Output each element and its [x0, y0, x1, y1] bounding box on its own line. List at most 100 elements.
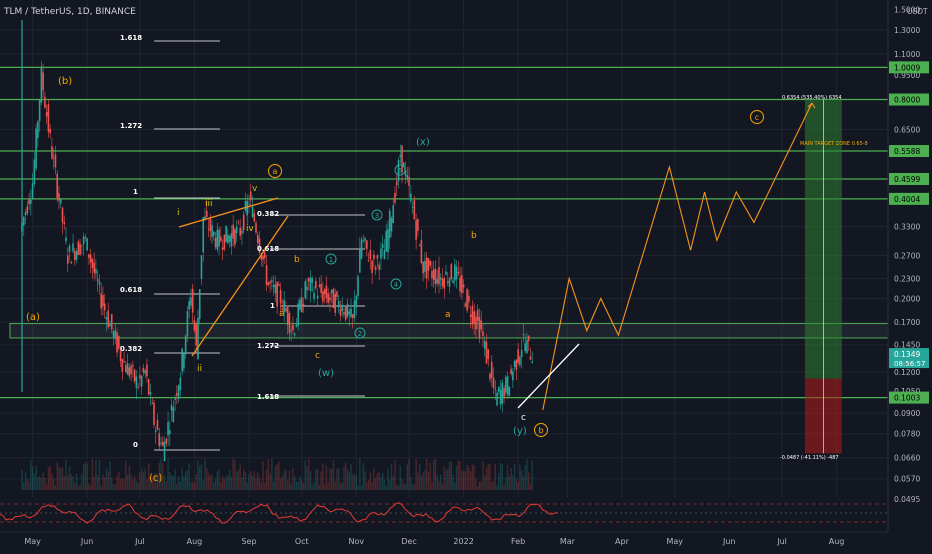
volume-bar [401, 478, 403, 490]
volume-bar [47, 467, 50, 490]
volume-bar [403, 483, 405, 490]
candle-body [59, 199, 62, 204]
volume-layer [21, 458, 533, 490]
stop-measure-label: -0.0487 (-41.11%) -487 [780, 455, 839, 461]
volume-bar [302, 482, 305, 490]
wave-label-i: i [177, 208, 180, 218]
volume-bar [232, 458, 234, 490]
volume-bar [455, 465, 458, 490]
candle-body [473, 311, 475, 324]
volume-bar [484, 475, 486, 490]
candle-body [77, 241, 80, 255]
candle-body [307, 278, 310, 282]
volume-bar [360, 485, 363, 490]
candle-body [88, 254, 90, 258]
candle-body [144, 370, 146, 374]
candle-body [450, 264, 453, 279]
candle-body [527, 335, 530, 341]
volume-bar [276, 464, 278, 490]
candle-body [476, 309, 479, 321]
candle-body [52, 157, 55, 159]
oscillator-pane [0, 497, 888, 530]
volume-bar [53, 478, 55, 490]
candle-body [422, 261, 424, 274]
volume-bar [475, 478, 477, 490]
fib-label: 0.618 [120, 286, 142, 294]
volume-bar [44, 477, 46, 490]
volume-bar [56, 462, 58, 490]
candle-body [292, 324, 294, 331]
volume-bar [294, 476, 296, 490]
volume-bar [163, 475, 166, 490]
candle-body [58, 193, 60, 201]
volume-bar [339, 482, 342, 490]
volume-bar [21, 469, 23, 490]
candle-body [269, 281, 271, 284]
candle-body [364, 238, 366, 241]
volume-bar [118, 471, 120, 490]
candle-body [316, 295, 319, 299]
candle-body [225, 225, 227, 243]
volume-bar [499, 462, 502, 490]
volume-bar [93, 476, 95, 490]
wave-label-5: 5 [398, 167, 402, 175]
volume-bar [364, 471, 366, 490]
wave-circle-b [534, 423, 548, 437]
volume-bar [311, 485, 314, 490]
current-price-tag [889, 348, 929, 369]
volume-bar [376, 473, 379, 490]
volume-bar [121, 478, 124, 490]
candle-body [497, 387, 500, 392]
volume-bar [422, 472, 424, 490]
candle-body [323, 289, 326, 295]
candle-body [160, 443, 162, 445]
volume-bar [505, 477, 507, 490]
volume-bar [345, 462, 347, 490]
candle-body [260, 253, 263, 260]
candle-body [424, 260, 426, 272]
volume-bar [482, 461, 484, 490]
volume-bar [443, 466, 445, 490]
candle-body [264, 252, 266, 259]
candle-body [202, 217, 205, 253]
candle-body [415, 220, 417, 240]
wave-label-iv: iv [246, 224, 255, 234]
price-tick-label: 0.0900 [894, 409, 920, 418]
candle-body [515, 359, 518, 370]
volume-bar [165, 481, 167, 490]
volume-bar [216, 471, 219, 490]
time-tick-label: Jun [80, 537, 94, 546]
candle-body [469, 314, 472, 317]
candle-body [65, 237, 67, 242]
candle-body [235, 226, 238, 234]
volume-bar [190, 482, 192, 490]
volume-bar [411, 484, 414, 490]
volume-bar [149, 482, 152, 490]
price-tick-label: 0.2000 [894, 295, 920, 304]
wave-circle-1 [325, 253, 337, 265]
candle-body [116, 332, 118, 353]
price-tick-label: 1.3000 [894, 26, 920, 35]
volume-bar [54, 485, 57, 490]
drawings-layer [178, 102, 816, 411]
candle-body [392, 205, 395, 223]
volume-bar [272, 481, 275, 490]
candle-body [362, 240, 365, 242]
volume-bar [406, 464, 409, 490]
candle-body [454, 264, 456, 281]
candle-body [506, 376, 509, 395]
candle-body [56, 173, 59, 199]
volume-bar [508, 476, 511, 490]
candle-body [320, 283, 322, 293]
volume-bar [485, 467, 488, 490]
candle-body [329, 297, 331, 301]
volume-bar [316, 469, 319, 490]
candle-body [169, 430, 171, 434]
candle-body [82, 236, 85, 245]
price-tick-label: 0.0660 [894, 454, 920, 463]
price-level-tag-label: 1.0009 [894, 63, 920, 72]
candle-body [154, 430, 157, 433]
candle-body [519, 356, 521, 366]
